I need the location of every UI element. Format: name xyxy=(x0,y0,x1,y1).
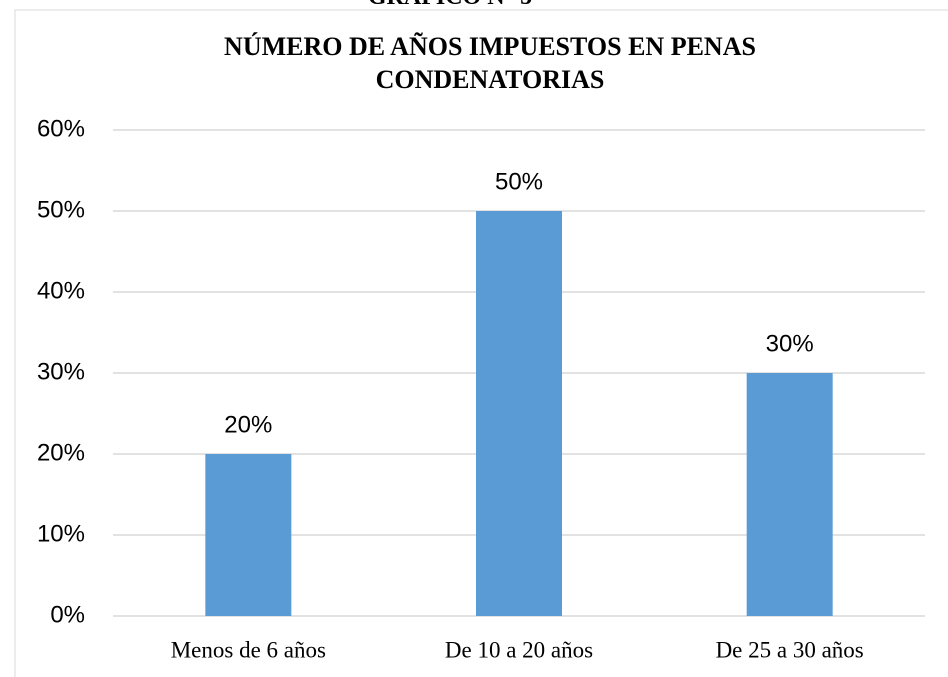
x-tick-label: Menos de 6 años xyxy=(171,637,326,662)
y-tick-label: 0% xyxy=(50,601,85,628)
bar xyxy=(746,373,833,616)
y-tick-label: 40% xyxy=(37,277,85,304)
value-label: 20% xyxy=(224,411,272,438)
value-label: 50% xyxy=(495,168,543,195)
x-tick-label: De 10 a 20 años xyxy=(445,637,593,662)
y-tick-label: 60% xyxy=(37,115,85,142)
chart-border xyxy=(14,9,948,677)
value-label: 30% xyxy=(766,330,814,357)
y-tick-label: 30% xyxy=(37,358,85,385)
chart-title: NÚMERO DE AÑOS IMPUESTOS EN PENAS CONDEN… xyxy=(224,32,756,94)
y-tick-label: 50% xyxy=(37,196,85,223)
bar xyxy=(205,454,292,616)
x-tick-label: De 25 a 30 años xyxy=(716,637,864,662)
y-tick-label: 10% xyxy=(37,520,85,547)
y-tick-label: 20% xyxy=(37,439,85,466)
bar xyxy=(476,211,562,616)
chart-caption: GRAFICO N° 5 xyxy=(0,0,900,11)
